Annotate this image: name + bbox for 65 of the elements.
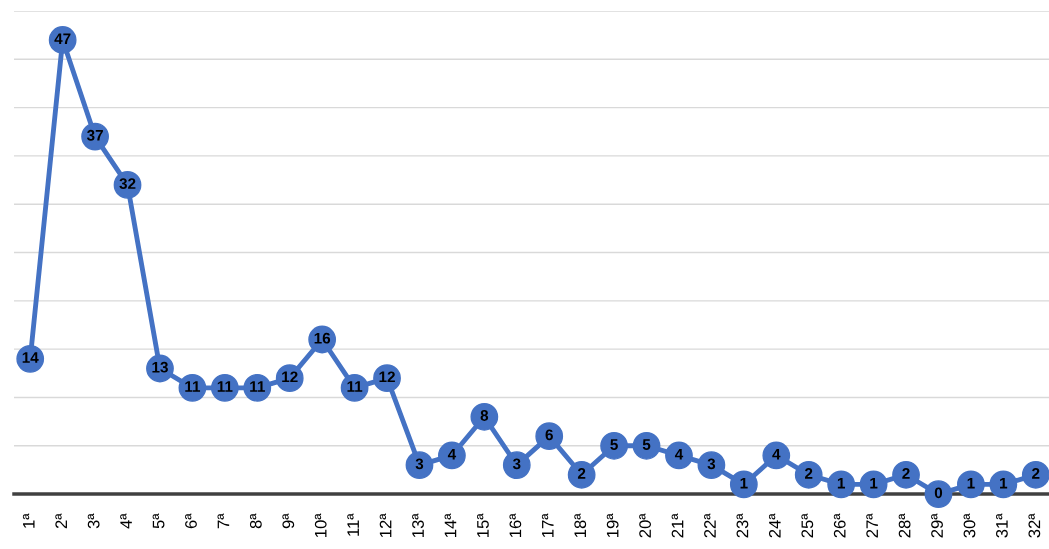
data-label: 1 bbox=[870, 477, 878, 489]
x-tick-label: 13ª bbox=[412, 513, 424, 537]
x-tick-label: 1ª bbox=[22, 513, 35, 528]
data-label: 12 bbox=[379, 371, 395, 383]
x-tick-label: 7ª bbox=[217, 513, 230, 529]
data-label: 0 bbox=[934, 487, 943, 499]
data-label: 1 bbox=[967, 477, 975, 489]
x-tick-label: 30ª bbox=[963, 513, 976, 538]
x-tick-label: 29ª bbox=[931, 513, 943, 538]
x-tick-label: 9ª bbox=[282, 513, 295, 529]
x-tick-label: 18ª bbox=[574, 513, 587, 537]
x-tick-label: 6ª bbox=[185, 513, 197, 529]
x-tick-label: 11ª bbox=[347, 513, 359, 536]
x-tick-label: 17ª bbox=[541, 513, 554, 537]
x-tick-label: 23ª bbox=[736, 513, 749, 538]
data-label: 2 bbox=[902, 468, 910, 479]
data-label: 5 bbox=[610, 439, 618, 450]
data-label: 4 bbox=[674, 448, 684, 460]
data-label: 5 bbox=[642, 439, 651, 450]
data-label: 32 bbox=[119, 178, 136, 190]
x-tick-label: 27ª bbox=[866, 513, 878, 538]
data-label: 4 bbox=[447, 448, 457, 460]
x-tick-label: 4ª bbox=[120, 513, 132, 529]
data-label: 13 bbox=[152, 361, 168, 373]
data-label: 1 bbox=[1000, 477, 1008, 489]
data-label: 4 bbox=[772, 448, 781, 460]
data-label: 2 bbox=[1032, 468, 1040, 479]
x-tick-label: 26ª bbox=[833, 513, 846, 538]
x-tick-label: 5ª bbox=[152, 513, 165, 529]
data-label: 14 bbox=[22, 352, 39, 363]
x-tick-label: 2ª bbox=[55, 513, 67, 529]
x-tick-label: 8ª bbox=[249, 513, 262, 529]
data-label: 37 bbox=[86, 129, 103, 141]
data-label: 1 bbox=[740, 477, 748, 489]
x-tick-label: 19ª bbox=[606, 513, 619, 537]
data-label: 3 bbox=[512, 458, 521, 470]
data-label: 47 bbox=[54, 33, 71, 44]
data-label: 16 bbox=[314, 332, 331, 344]
x-tick-label: 28ª bbox=[898, 513, 911, 538]
x-tick-label: 25ª bbox=[801, 513, 814, 538]
data-label: 11 bbox=[347, 381, 363, 392]
x-tick-label: 10ª bbox=[314, 513, 327, 537]
data-label: 3 bbox=[415, 458, 424, 470]
data-label: 2 bbox=[805, 468, 813, 479]
data-label: 11 bbox=[185, 381, 201, 392]
x-tick-label: 31ª bbox=[996, 513, 1008, 538]
data-label: 12 bbox=[282, 371, 298, 383]
x-tick-label: 21ª bbox=[671, 513, 684, 538]
x-tick-label: 15ª bbox=[477, 513, 489, 537]
x-tick-label: 24ª bbox=[768, 513, 781, 538]
x-tick-label: 3ª bbox=[87, 513, 100, 529]
x-tick-label: 20ª bbox=[639, 513, 652, 538]
x-tick-label: 16ª bbox=[509, 513, 522, 537]
x-tick-label: 32ª bbox=[1028, 513, 1041, 538]
x-tick-label: 22ª bbox=[704, 513, 716, 538]
x-tick-label: 12ª bbox=[379, 513, 392, 537]
data-label: 6 bbox=[545, 429, 553, 441]
data-label: 11 bbox=[250, 381, 265, 392]
data-label: 2 bbox=[577, 468, 586, 479]
point bbox=[827, 470, 856, 499]
data-label: 3 bbox=[707, 458, 716, 470]
data-label: 1 bbox=[837, 477, 845, 489]
x-tick-label: 14ª bbox=[444, 513, 457, 537]
data-label: 11 bbox=[217, 381, 233, 392]
data-label: 8 bbox=[480, 410, 489, 421]
